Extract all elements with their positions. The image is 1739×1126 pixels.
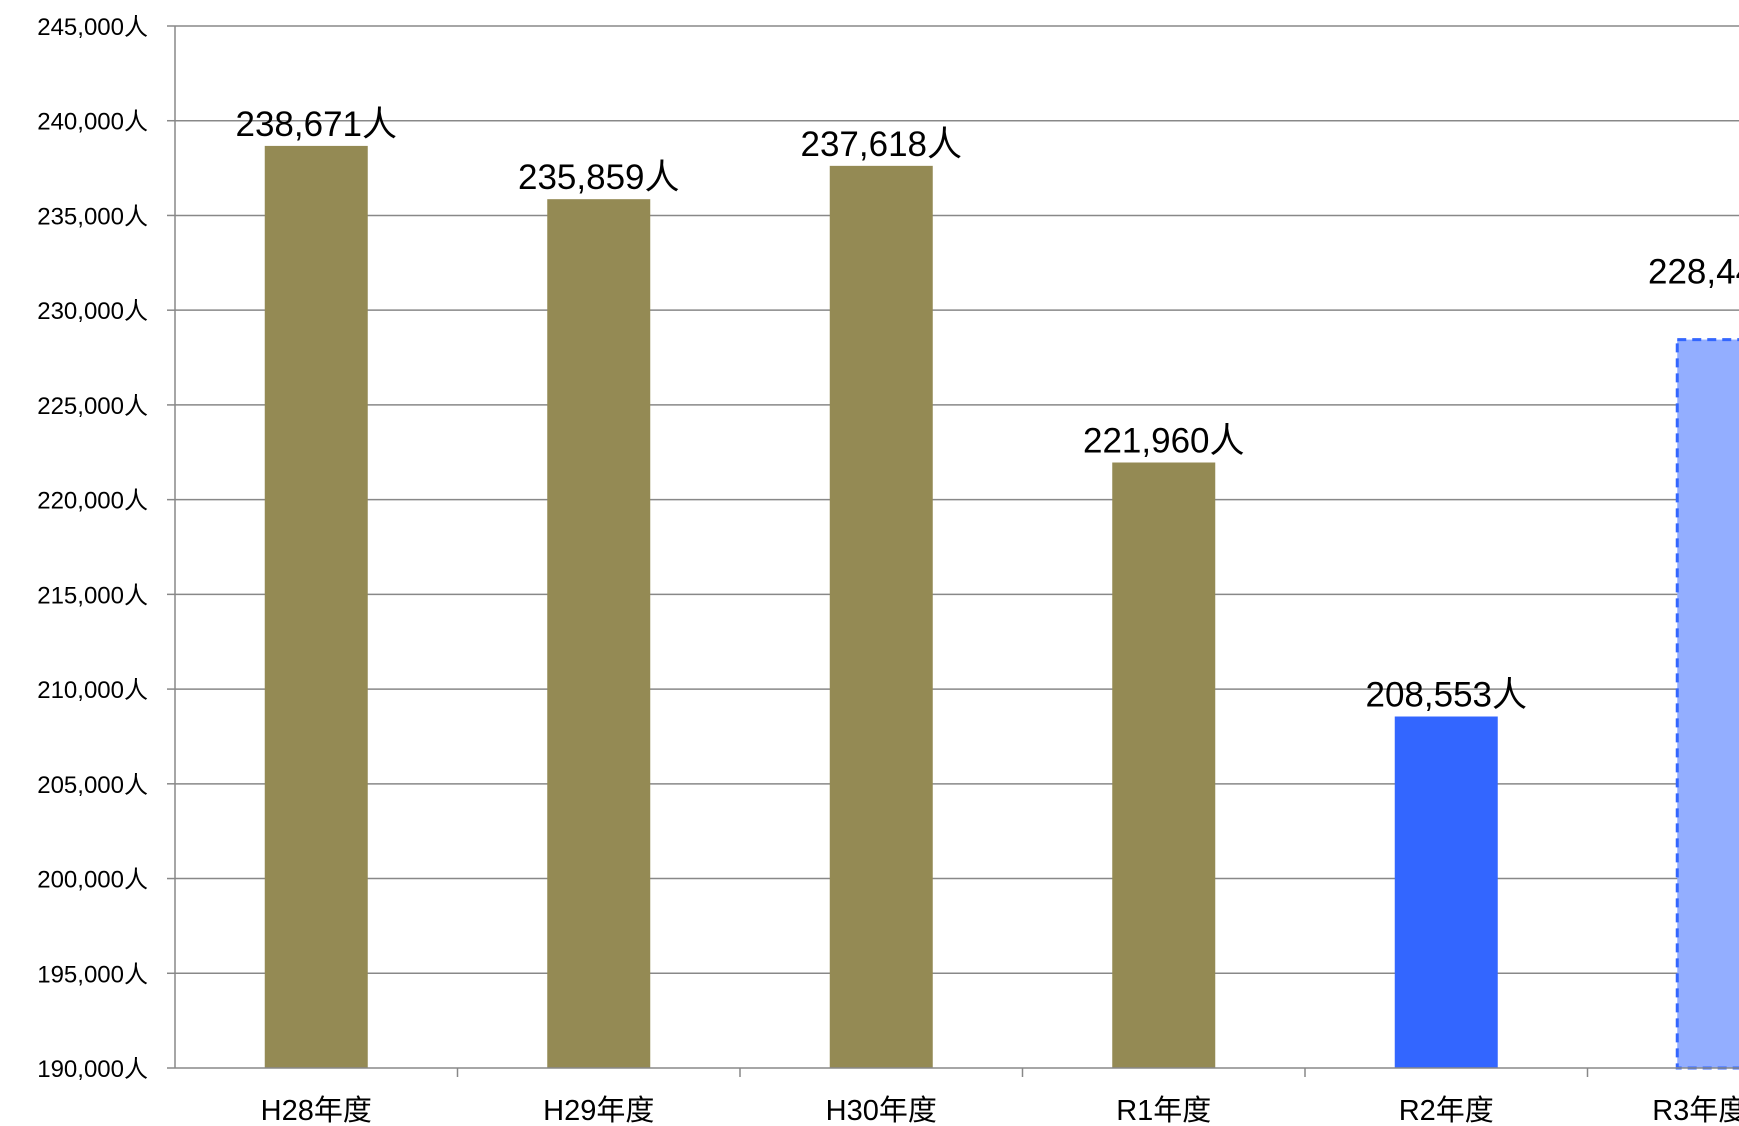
y-tick-label: 220,000人 bbox=[37, 488, 148, 515]
bars bbox=[264, 145, 1739, 1070]
x-category-label: H30年度 bbox=[826, 1094, 937, 1126]
y-tick-label: 195,000人 bbox=[37, 961, 148, 988]
bar bbox=[1675, 338, 1739, 1070]
y-tick-label: 235,000人 bbox=[37, 203, 148, 230]
y-tick-label: 190,000人 bbox=[37, 1056, 148, 1083]
data-label: 237,618人 bbox=[800, 125, 962, 164]
x-category-label: R3年度予算 bbox=[1652, 1094, 1739, 1126]
bar bbox=[1394, 716, 1498, 1068]
bar bbox=[1112, 462, 1216, 1068]
x-category-label: R1年度 bbox=[1116, 1094, 1211, 1126]
data-label: 235,859人 bbox=[518, 158, 680, 197]
x-category-label: R2年度 bbox=[1399, 1094, 1494, 1126]
x-axis-category-labels: H28年度 H29年度 H30年度 R1年度 R2年度 R3年度予算 bbox=[261, 1094, 1739, 1126]
y-tick-label: 240,000人 bbox=[37, 109, 148, 136]
y-tick-label: 245,000人 bbox=[37, 14, 148, 41]
bar bbox=[547, 199, 651, 1068]
data-label: 208,553人 bbox=[1365, 676, 1527, 715]
y-tick-label: 225,000人 bbox=[37, 393, 148, 420]
bar bbox=[264, 145, 368, 1069]
data-label: 238,671人 bbox=[235, 105, 397, 144]
bar bbox=[829, 165, 933, 1068]
y-tick-label: 215,000人 bbox=[37, 582, 148, 609]
data-label: 221,960人 bbox=[1083, 422, 1245, 461]
x-category-label: H28年度 bbox=[261, 1094, 372, 1126]
y-tick-label: 205,000人 bbox=[37, 772, 148, 799]
y-tick-label: 230,000人 bbox=[37, 298, 148, 325]
axes bbox=[167, 25, 1739, 1077]
y-tick-label: 210,000人 bbox=[37, 677, 148, 704]
y-tick-label: 200,000人 bbox=[37, 867, 148, 894]
data-label: 228,448人 bbox=[1648, 253, 1739, 292]
gridlines bbox=[175, 25, 1739, 975]
x-category-label: H29年度 bbox=[543, 1094, 654, 1126]
data-labels: 238,671人 235,859人 237,618人 221,960人 208,553人… bbox=[235, 105, 1739, 715]
y-axis-tick-labels: 190,000人 195,000人 200,000人 205,000人 210,000人… bbox=[37, 14, 148, 1083]
